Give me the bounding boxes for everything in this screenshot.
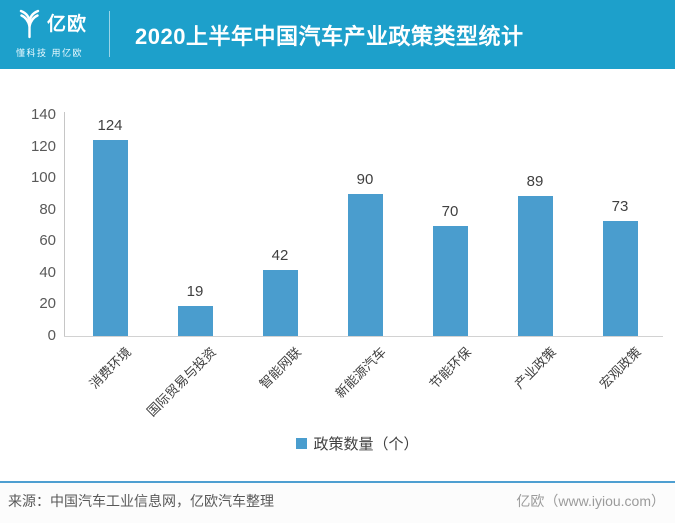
source-text: 来源：中国汽车工业信息网，亿欧汽车整理 <box>8 493 274 509</box>
chart-legend: 政策数量（个） <box>40 434 675 453</box>
bar-1 <box>92 140 128 336</box>
page-title: 2020上半年中国汽车产业政策类型统计 <box>135 23 524 49</box>
bar-value-label: 70 <box>441 202 459 220</box>
iyiou-logo: 亿欧 懂科技 用亿欧 <box>16 7 108 63</box>
header-banner: 亿欧 懂科技 用亿欧 2020上半年中国汽车产业政策类型统计 <box>0 0 675 69</box>
bar-value-label: 73 <box>611 197 629 215</box>
x-category-label: 新能源汽车 <box>332 344 389 401</box>
bar-7 <box>602 220 638 336</box>
bar-2 <box>177 306 213 336</box>
y-tick-label: 120 <box>30 137 56 155</box>
logo-wordmark: 亿欧 <box>47 13 88 35</box>
y-axis-line <box>64 112 65 336</box>
y-tick-label: 20 <box>39 295 56 313</box>
y-tick-label: 100 <box>30 169 56 187</box>
x-category-label: 国际贸易与投资 <box>143 344 219 420</box>
iyiou-logo-icon <box>16 9 43 39</box>
x-category-label: 产业政策 <box>511 344 559 392</box>
y-tick-label: 0 <box>47 327 56 344</box>
x-category-label: 节能环保 <box>426 344 474 392</box>
footer: 来源：中国汽车工业信息网，亿欧汽车整理 亿欧（www.iyiou.com） <box>0 483 675 523</box>
y-tick-label: 60 <box>39 232 56 250</box>
bar-value-label: 19 <box>186 283 204 300</box>
footer-divider <box>0 481 675 483</box>
y-tick-label: 80 <box>39 200 56 218</box>
bar-3 <box>262 269 298 336</box>
bar-value-label: 90 <box>356 170 374 188</box>
x-axis-line <box>64 336 663 337</box>
bar-5 <box>432 225 468 336</box>
logo-tagline: 懂科技 用亿欧 <box>16 48 84 58</box>
bar-value-label: 89 <box>526 172 544 190</box>
x-category-label: 智能网联 <box>256 344 304 392</box>
header-divider <box>109 11 110 57</box>
bar-value-label: 124 <box>97 117 123 135</box>
y-tick-label: 40 <box>39 263 56 281</box>
bar-6 <box>517 195 553 336</box>
legend-label: 政策数量（个） <box>313 435 419 453</box>
bar-4 <box>347 193 383 336</box>
brand-text: 亿欧（www.iyiou.com） <box>516 493 665 509</box>
y-tick-label: 140 <box>30 106 56 123</box>
legend-swatch <box>296 437 308 449</box>
bar-value-label: 42 <box>271 246 289 264</box>
x-category-label: 消费环境 <box>86 344 134 392</box>
x-category-label: 宏观政策 <box>596 344 644 392</box>
